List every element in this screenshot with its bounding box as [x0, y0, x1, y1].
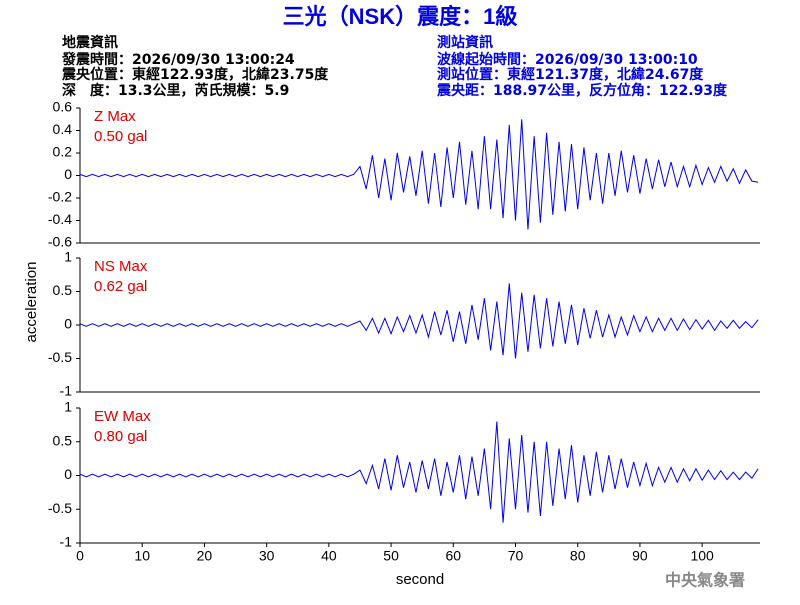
- x-tick-label: 70: [508, 548, 524, 564]
- info-line: 發震時間：2026/09/30 13:00:24: [61, 51, 295, 68]
- y-tick-label: 1: [64, 249, 72, 265]
- x-tick-label: 30: [259, 548, 275, 564]
- x-tick-label: 20: [197, 548, 213, 564]
- y-axis-label: acceleration: [23, 262, 40, 343]
- info-line: 測站位置：東經121.37度，北緯24.67度: [437, 66, 704, 83]
- right-heading: 測站資訊: [437, 34, 493, 51]
- y-tick-label: 0.2: [53, 144, 73, 160]
- x-tick-label: 10: [134, 548, 150, 564]
- x-tick-label: 80: [570, 548, 586, 564]
- x-tick-label: 90: [632, 548, 648, 564]
- footer: 中央氣象署: [665, 571, 745, 590]
- y-tick-label: -1: [60, 534, 73, 550]
- y-tick-label: -0.5: [48, 349, 72, 365]
- waveform: [79, 283, 759, 359]
- component-label: NS Max: [94, 258, 148, 275]
- waveform: [79, 119, 759, 230]
- y-tick-label: 0.6: [53, 99, 73, 115]
- y-tick-label: 0.5: [53, 282, 73, 298]
- y-tick-label: -1: [60, 383, 73, 399]
- y-tick-label: 0: [64, 316, 72, 332]
- info-line: 深 度：13.3公里，芮氏規模：5.9: [62, 82, 289, 99]
- max-label: 0.80 gal: [94, 428, 147, 445]
- x-tick-label: 60: [445, 548, 461, 564]
- y-tick-label: -0.4: [48, 211, 72, 227]
- max-label: 0.50 gal: [94, 128, 147, 145]
- component-label: EW Max: [94, 408, 151, 425]
- y-tick-label: 0.5: [53, 432, 73, 448]
- left-heading: 地震資訊: [62, 34, 118, 51]
- max-label: 0.62 gal: [94, 278, 147, 295]
- y-tick-label: 0.4: [53, 121, 73, 137]
- y-tick-label: 0: [64, 466, 72, 482]
- title: 三光（NSK）震度：1級: [283, 4, 518, 29]
- info-line: 震央位置：東經122.93度，北緯23.75度: [61, 66, 329, 83]
- component-label: Z Max: [94, 108, 136, 125]
- x-tick-label: 100: [690, 548, 714, 564]
- y-tick-label: -0.5: [48, 500, 72, 516]
- x-tick-label: 40: [321, 548, 337, 564]
- x-tick-label: 50: [383, 548, 399, 564]
- x-tick-label: 0: [76, 548, 84, 564]
- y-tick-label: 1: [64, 399, 72, 415]
- y-tick-label: -0.6: [48, 234, 72, 250]
- info-line: 波線起始時間：2026/09/30 13:00:10: [437, 51, 698, 68]
- waveform: [79, 421, 759, 523]
- y-tick-label: 0: [64, 166, 72, 182]
- info-line: 震央距：188.97公里，反方位角：122.93度: [436, 82, 728, 99]
- x-axis-label: second: [396, 571, 444, 588]
- y-tick-label: -0.2: [48, 189, 72, 205]
